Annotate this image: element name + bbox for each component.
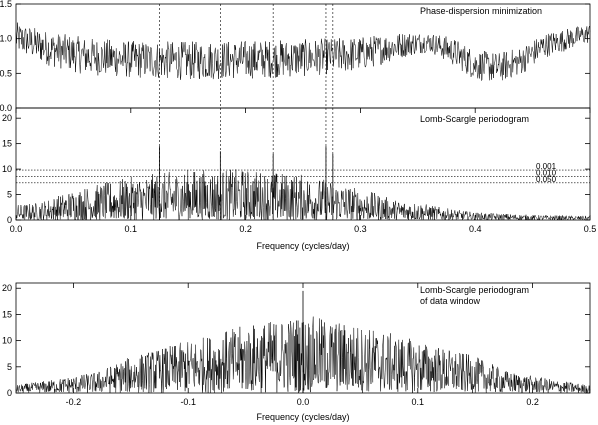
pdm-title: Phase-dispersion minimization (420, 6, 542, 16)
ls-xtick-label: 0.2 (239, 224, 252, 234)
window-ytick-label: 15 (2, 309, 12, 319)
pdm-y-ticks: 0.0 0.5 1.0 1.5 (0, 0, 590, 113)
pdm-ytick-label: 1.5 (0, 0, 12, 9)
ls-xtick-label: 0.0 (10, 224, 23, 234)
window-subtitle: of data window (420, 296, 481, 306)
pdm-series (15, 22, 591, 82)
pdm-ytick-label: 0.0 (0, 103, 12, 113)
ls-ytick-label: 20 (2, 113, 12, 123)
window-xtick-label: -0.1 (180, 397, 196, 407)
pdm-panel: 0.0 0.5 1.0 1.5 Phase-dispersion minimizati… (0, 0, 591, 113)
window-title: Lomb-Scargle periodogram (420, 285, 529, 295)
ls-axes-frame (15, 107, 591, 221)
window-y-ticks: 0 5 10 15 20 (2, 283, 590, 398)
ls-line (15, 169, 591, 221)
window-xtick-label: 0.2 (526, 397, 539, 407)
window-xtick-label: -0.2 (66, 397, 82, 407)
ls-significance-label: 0.001 (536, 162, 557, 171)
ls-xtick-label: 0.4 (469, 224, 482, 234)
ls-significance-label: 0.050 (536, 175, 557, 184)
pdm-ytick-label: 1.0 (0, 34, 12, 44)
ls-x-ticks: 0.0 0.1 0.2 0.3 0.4 0.5 (10, 108, 597, 234)
ls-ytick-label: 5 (7, 190, 12, 200)
ls-title: Lomb-Scargle periodogram (420, 114, 529, 124)
ls-xtick-label: 0.5 (584, 224, 597, 234)
pdm-line (15, 22, 591, 82)
ls-ytick-label: 10 (2, 164, 12, 174)
pdm-marked-frequencies (159, 4, 334, 108)
ls-marked-frequencies (159, 108, 334, 220)
ls-x-axis-label: Frequency (cycles/day) (256, 241, 349, 251)
window-ytick-label: 0 (7, 388, 12, 398)
ls-ytick-label: 0 (7, 215, 12, 225)
window-series (15, 290, 591, 394)
ls-series (15, 146, 591, 221)
window-x-ticks: -0.2 -0.1 0.0 0.1 0.2 (66, 283, 539, 407)
ls-xtick-label: 0.3 (354, 224, 367, 234)
window-xtick-label: 0.0 (297, 397, 310, 407)
pdm-ytick-label: 0.5 (0, 68, 12, 78)
window-xtick-label: 0.1 (412, 397, 425, 407)
ls-ytick-label: 15 (2, 139, 12, 149)
ls-significance-label: 0.010 (536, 169, 557, 178)
window-ytick-label: 20 (2, 283, 12, 293)
window-ytick-label: 5 (7, 362, 12, 372)
window-ytick-label: 10 (2, 336, 12, 346)
ls-xtick-label: 0.1 (125, 224, 138, 234)
window-panel: 0 5 10 15 20 -0.2 -0.1 0.0 0.1 0.2 Lomb-Scargle … (2, 282, 591, 422)
ls-y-ticks: 0 5 10 15 20 (2, 113, 590, 225)
window-x-axis-label: Frequency (cycles/day) (256, 412, 349, 422)
